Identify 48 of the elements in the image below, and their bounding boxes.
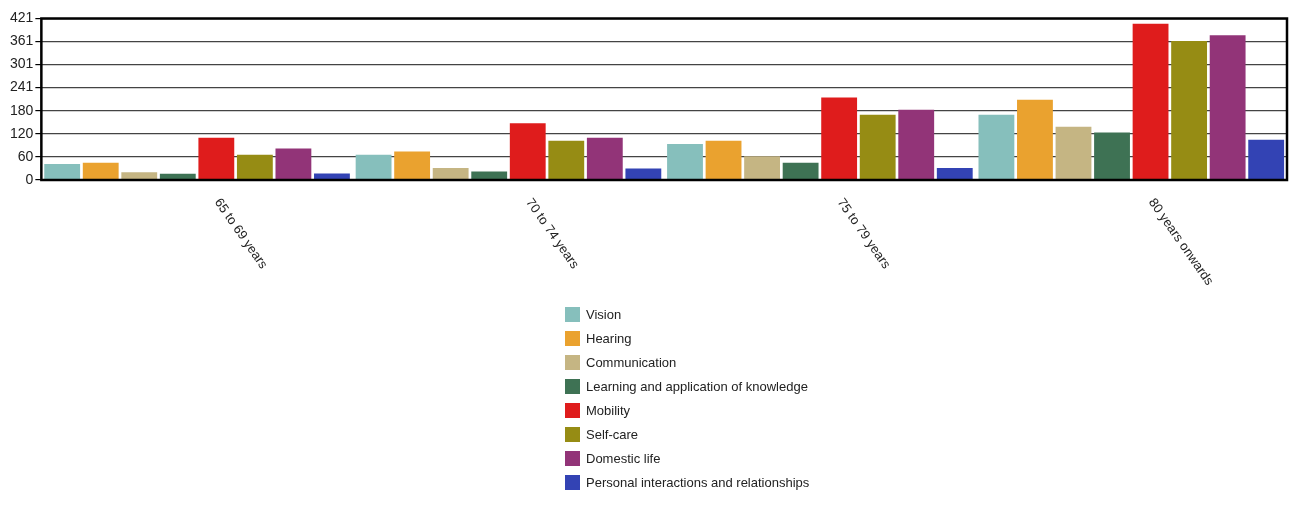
bar: [355, 154, 392, 180]
bar: [667, 143, 703, 180]
bar: [705, 140, 742, 180]
bar: [236, 154, 273, 180]
bar: [978, 114, 1015, 180]
y-tick-label: 0: [25, 170, 34, 187]
legend-label: Communication: [586, 354, 677, 370]
bar: [1094, 132, 1130, 180]
legend-label: Personal interactions and relationships: [586, 474, 810, 490]
bar: [821, 97, 858, 180]
y-tick-label: 180: [10, 101, 34, 118]
bar: [198, 137, 235, 180]
bar: [275, 148, 312, 180]
bar: [625, 168, 662, 180]
y-tick-label: 241: [10, 78, 34, 95]
y-tick-label: 361: [10, 32, 34, 49]
legend-label: Learning and application of knowledge: [586, 378, 808, 394]
y-tick-label: 120: [10, 124, 34, 141]
bar: [121, 172, 158, 180]
legend-label: Mobility: [586, 402, 631, 418]
bar: [1171, 41, 1208, 180]
bar: [548, 140, 585, 180]
bar: [432, 168, 469, 180]
bar: [859, 114, 896, 180]
legend-label: Self-care: [586, 426, 639, 442]
bar: [1132, 23, 1169, 180]
bar: [44, 163, 81, 180]
y-tick-label: 421: [10, 9, 34, 26]
bar: [314, 173, 350, 180]
bar: [394, 151, 431, 180]
y-tick-label: 301: [10, 55, 34, 72]
bar: [159, 173, 196, 180]
y-tick-label: 60: [17, 147, 34, 164]
legend-label: Hearing: [586, 330, 632, 346]
bar: [1209, 35, 1246, 180]
bar: [1055, 126, 1092, 180]
legend-label: Vision: [586, 306, 622, 322]
bar: [936, 168, 973, 180]
bar: [898, 109, 935, 180]
bar: [744, 156, 780, 180]
bar: [586, 137, 623, 180]
bar: [782, 162, 819, 180]
bar: [509, 123, 546, 180]
bar: [471, 171, 508, 180]
legend-label: Domestic life: [586, 450, 661, 466]
bar: [1017, 99, 1053, 180]
bar: [82, 162, 119, 180]
bar: [1248, 139, 1285, 180]
